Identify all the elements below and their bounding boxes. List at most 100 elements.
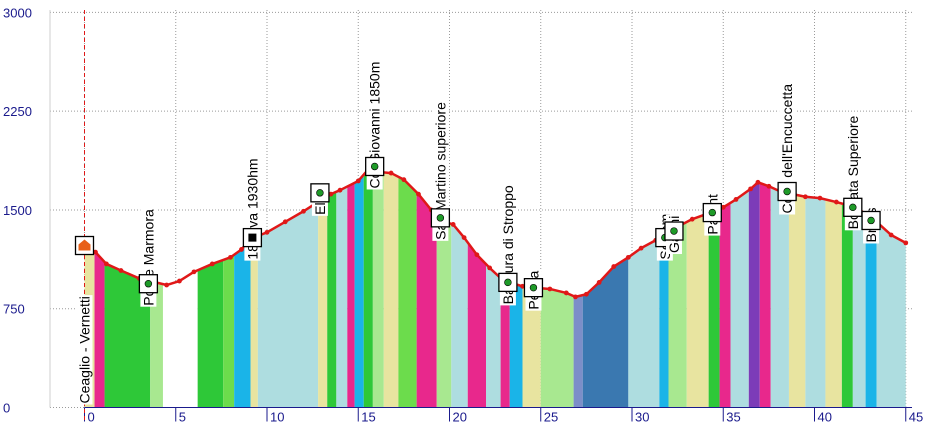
terrain-segment <box>719 202 731 408</box>
waypoint-label: Ceaglio - Vernetti <box>77 296 93 403</box>
waypoint-label-group: Colle dell'Encuccetta <box>779 82 796 215</box>
waypoint-label: San Martino superiore <box>432 102 448 240</box>
terrain-segment <box>162 270 198 408</box>
terrain-segment <box>354 174 364 408</box>
waypoint-dot-icon <box>144 280 153 288</box>
terrain-segment <box>686 213 709 408</box>
x-tick-label: 45 <box>909 410 923 425</box>
terrain-segment <box>257 201 319 408</box>
elevation-point <box>282 219 288 225</box>
terrain-segment <box>486 264 501 408</box>
elevation-point <box>355 178 361 184</box>
elevation-point <box>903 240 909 246</box>
waypoint-dot-icon <box>670 227 678 235</box>
x-tick-label: 10 <box>270 410 284 425</box>
x-tick-label: 30 <box>635 410 649 425</box>
waypoint-label: Col Giovanni 1850m <box>367 62 383 189</box>
elevation-point <box>228 254 233 260</box>
elevation-point <box>689 216 695 222</box>
terrain-segment <box>770 187 789 408</box>
elevation-point <box>337 187 343 193</box>
y-tick-label: 3000 <box>3 5 32 20</box>
waypoint-dot-icon <box>708 208 716 217</box>
elevation-point <box>888 232 894 238</box>
terrain-segment <box>416 192 437 408</box>
elevation-point <box>239 247 244 252</box>
terrain-segment <box>104 261 151 408</box>
terrain-segment <box>363 170 373 408</box>
terrain-segment <box>825 199 842 408</box>
elevation-point <box>164 282 170 288</box>
x-tick-label: 35 <box>726 410 740 425</box>
elevation-point <box>191 269 197 275</box>
terrain-segment <box>540 288 574 408</box>
elevation-point <box>264 229 270 235</box>
terrain-segment <box>628 238 660 408</box>
terrain-segment <box>234 238 251 408</box>
elevation-point <box>547 286 553 292</box>
waypoint-dot-icon <box>783 187 791 196</box>
terrain-segment <box>327 191 337 408</box>
elevation-point <box>802 194 808 200</box>
elevation-point <box>834 199 839 205</box>
elevation-point <box>625 254 631 260</box>
waypoint-dot-icon <box>849 203 857 212</box>
terrain-segment <box>347 182 355 408</box>
terrain-segment <box>852 206 866 408</box>
elevation-point <box>583 291 589 297</box>
elevation-point <box>573 294 578 300</box>
x-tick-label: 25 <box>544 410 558 425</box>
terrain-segment <box>372 171 384 408</box>
elevation-point <box>118 268 124 273</box>
elevation-point <box>450 222 456 227</box>
terrain-segment <box>748 182 760 408</box>
terrain-segment <box>250 236 258 408</box>
y-axis: 3000 2250 1500 750 0 <box>3 5 51 416</box>
waypoint-dot-icon <box>316 189 324 197</box>
terrain-segment <box>865 213 877 408</box>
x-tick-label: 5 <box>179 410 186 425</box>
x-tick-label: 0 <box>88 410 95 425</box>
terrain-segment <box>94 251 105 408</box>
terrain-segment <box>451 223 468 408</box>
elevation-point <box>487 265 493 271</box>
elevation-point <box>755 179 761 185</box>
y-tick-label: 1500 <box>3 203 32 218</box>
y-tick-label: 750 <box>3 302 25 317</box>
waypoint-dot-icon <box>504 278 512 287</box>
elevation-point <box>720 204 726 210</box>
waypoint-dot-icon <box>436 214 445 222</box>
terrain-segment <box>708 208 720 408</box>
terrain-segments <box>84 170 906 408</box>
waypoint-label-bg <box>76 295 93 405</box>
terrain-segment <box>759 182 771 408</box>
elevation-point <box>209 261 215 267</box>
terrain-segment <box>150 281 163 408</box>
elevation-point <box>177 278 182 284</box>
terrain-segment <box>841 203 853 408</box>
terrain-segment <box>223 254 235 408</box>
waypoint-label-group: Ceaglio - Vernetti <box>76 295 93 405</box>
terrain-segment <box>436 216 452 408</box>
terrain-segment <box>509 282 523 408</box>
elevation-point <box>748 186 754 192</box>
x-tick-label: 15 <box>361 410 375 425</box>
x-tick-label: 40 <box>818 410 832 425</box>
waypoint-dot-icon <box>370 162 379 171</box>
elevation-point <box>563 290 569 296</box>
home-icon <box>78 239 91 251</box>
elevation-point <box>301 208 306 214</box>
y-tick-label: 2250 <box>3 104 32 119</box>
terrain-segment <box>383 172 399 408</box>
elevation-point <box>817 195 823 201</box>
waypoint-label-group: San Martino superiore <box>432 100 449 241</box>
elevation-point <box>93 249 98 255</box>
waypoint-label: Colle dell'Encuccetta <box>779 84 795 214</box>
waypoint-dot-icon <box>529 283 538 292</box>
terrain-segment <box>730 190 749 408</box>
waypoint-label-bg <box>779 82 796 215</box>
elevation-point <box>328 191 334 197</box>
elevation-point <box>596 279 602 285</box>
